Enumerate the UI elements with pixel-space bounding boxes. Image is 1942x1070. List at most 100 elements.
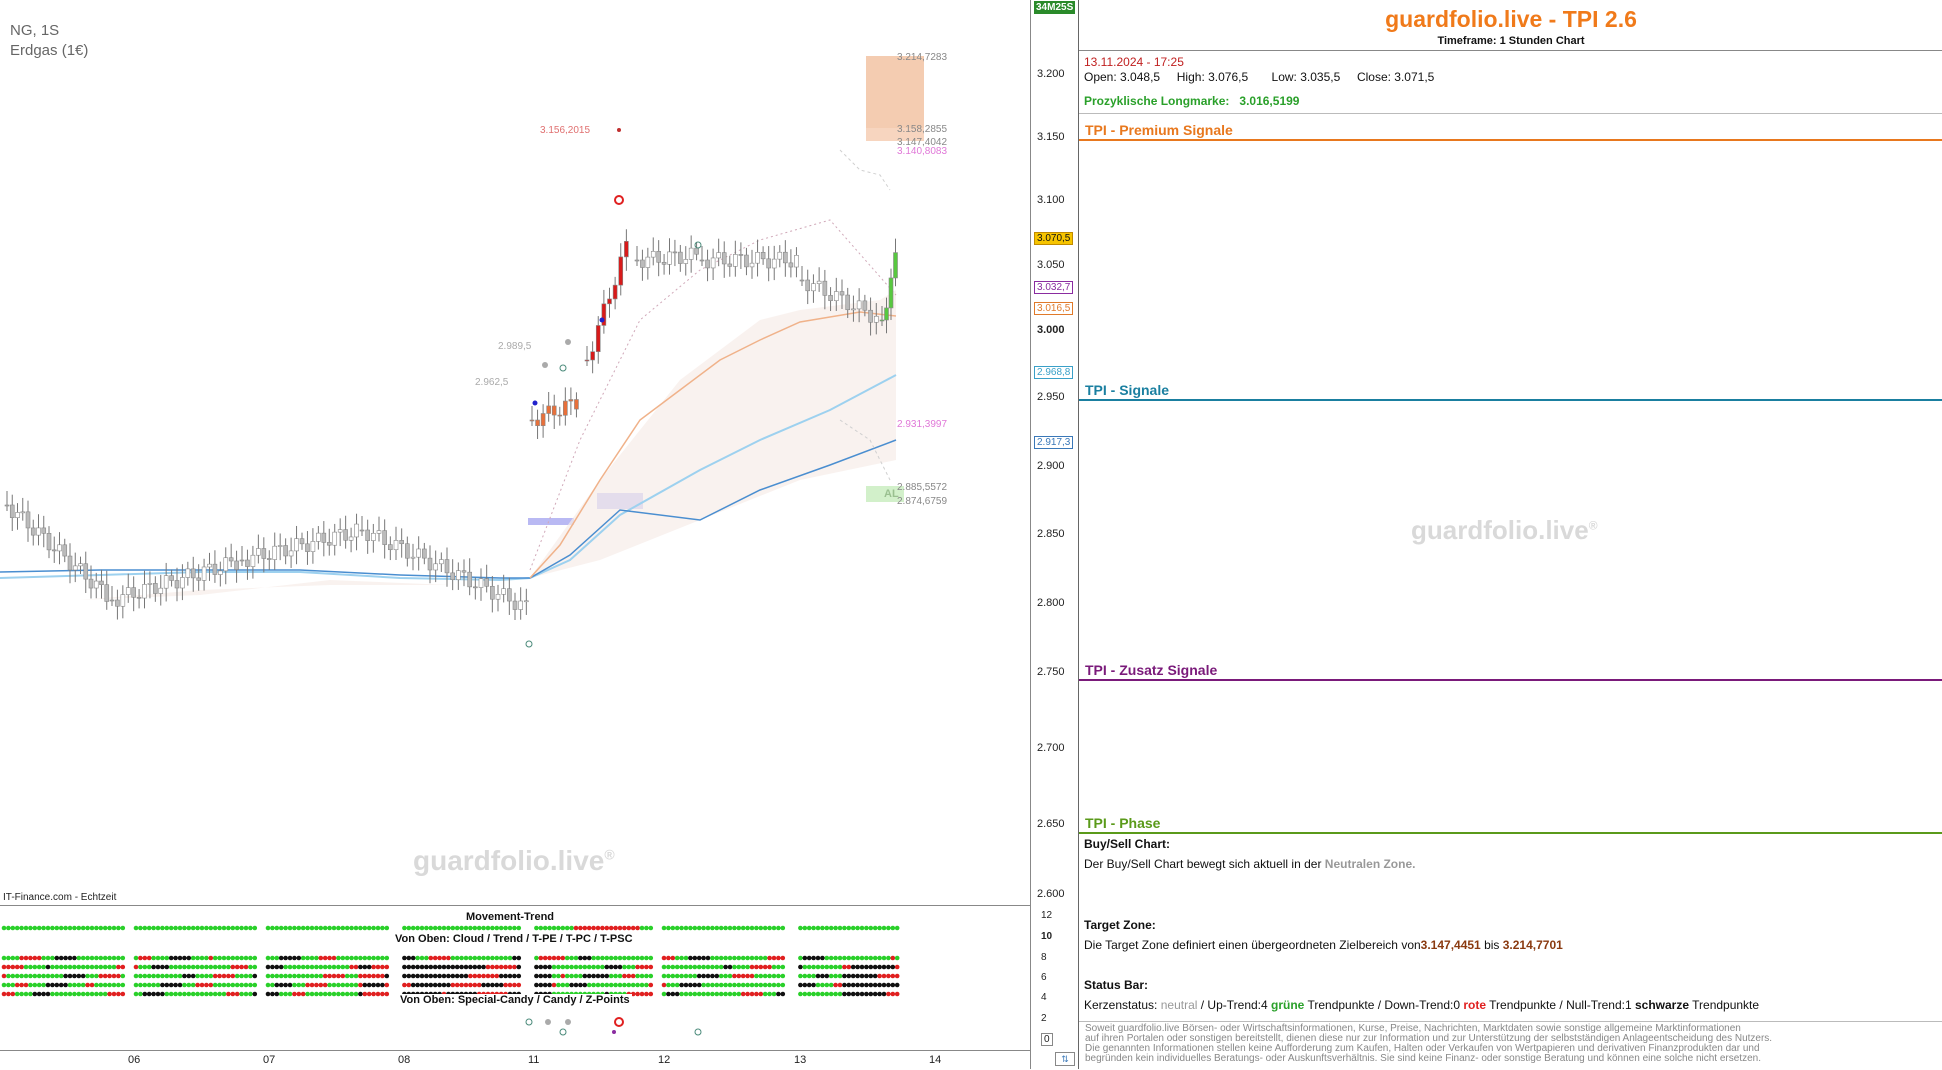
trend-dot bbox=[287, 964, 293, 970]
trend-dot bbox=[80, 964, 86, 970]
trend-dot bbox=[877, 964, 882, 970]
candle bbox=[316, 532, 321, 542]
trend-dot bbox=[868, 964, 874, 970]
candle bbox=[15, 512, 20, 518]
candle bbox=[799, 279, 805, 282]
trend-dot bbox=[608, 973, 614, 979]
trend-dot bbox=[859, 964, 865, 970]
trend-dot bbox=[661, 955, 667, 961]
trend-dot bbox=[824, 973, 830, 979]
trend-dot bbox=[688, 973, 693, 979]
trend-dot bbox=[736, 955, 742, 961]
trend-dot bbox=[481, 982, 486, 988]
trend-dot bbox=[243, 964, 249, 970]
candle bbox=[41, 527, 47, 534]
trend-dot bbox=[815, 925, 821, 931]
trend-dot bbox=[437, 925, 442, 931]
trend-dot bbox=[199, 925, 205, 931]
trend-dot bbox=[305, 955, 310, 961]
trend-dot bbox=[666, 973, 671, 979]
price-axis[interactable]: 34M25S 3.200 3.150 3.100 3.050 3.000 2.9… bbox=[1030, 0, 1079, 1069]
trend-dot bbox=[494, 982, 500, 988]
trend-dot bbox=[670, 925, 676, 931]
candle bbox=[422, 548, 427, 559]
candle bbox=[699, 259, 705, 262]
trend-dot bbox=[186, 991, 192, 997]
trend-dot bbox=[692, 964, 698, 970]
trend-dot bbox=[626, 982, 632, 988]
trend-dot bbox=[441, 964, 447, 970]
trend-dot bbox=[679, 991, 684, 997]
trend-dot bbox=[881, 982, 887, 988]
trend-dot bbox=[886, 964, 891, 970]
trend-dot bbox=[714, 982, 720, 988]
trend-dot bbox=[168, 991, 174, 997]
trend-dot bbox=[538, 982, 544, 988]
tpi-info-panel: guardfolio.live - TPI 2.6 Timeframe: 1 S… bbox=[1078, 0, 1942, 1069]
price-chart[interactable]: NG, 1S Erdgas (1€) 3.156,2015 2.989,5 2.… bbox=[0, 0, 1030, 905]
trend-dot bbox=[89, 964, 95, 970]
trend-dot bbox=[776, 955, 781, 961]
candle bbox=[507, 588, 512, 602]
trend-dot bbox=[300, 991, 306, 997]
trend-dot bbox=[208, 991, 214, 997]
trend-dot bbox=[371, 964, 376, 970]
candle bbox=[376, 530, 382, 534]
trend-dot bbox=[309, 991, 315, 997]
trend-dot bbox=[855, 973, 860, 979]
trend-dot bbox=[186, 925, 192, 931]
trend-dot bbox=[648, 982, 654, 988]
trend-dot bbox=[402, 982, 407, 988]
trend-dot bbox=[28, 991, 33, 997]
trend-dot bbox=[327, 973, 332, 979]
trend-dot bbox=[498, 982, 504, 988]
trend-dot bbox=[740, 955, 746, 961]
candle bbox=[794, 255, 799, 268]
trend-dot bbox=[190, 955, 196, 961]
y-marker: 2.917,3 bbox=[1034, 436, 1074, 449]
trend-dot bbox=[133, 964, 139, 970]
trend-dot bbox=[437, 955, 442, 961]
candle bbox=[811, 283, 816, 292]
trend-dot bbox=[116, 991, 121, 997]
trend-dot bbox=[617, 982, 623, 988]
trend-dot bbox=[300, 955, 306, 961]
trend-dot bbox=[384, 982, 390, 988]
trend-dot bbox=[45, 991, 51, 997]
trend-dot bbox=[349, 964, 354, 970]
trend-dot bbox=[349, 925, 354, 931]
trend-dot bbox=[670, 964, 676, 970]
trend-dot bbox=[89, 925, 95, 931]
candle bbox=[766, 258, 771, 269]
trend-dot bbox=[366, 925, 372, 931]
trend-dot bbox=[221, 925, 227, 931]
trend-dot bbox=[758, 991, 764, 997]
trend-dot bbox=[419, 925, 425, 931]
trend-dot bbox=[116, 982, 121, 988]
trend-dot bbox=[230, 973, 236, 979]
trend-dot bbox=[758, 973, 764, 979]
trend-dot bbox=[732, 982, 737, 988]
divider bbox=[1079, 50, 1942, 51]
trend-dot bbox=[230, 955, 236, 961]
trend-dot bbox=[186, 964, 192, 970]
candle bbox=[321, 532, 327, 543]
trend-dot bbox=[366, 982, 372, 988]
candle bbox=[185, 568, 191, 578]
trend-dot bbox=[6, 955, 11, 961]
trend-dot bbox=[824, 964, 830, 970]
trend-dot bbox=[243, 973, 249, 979]
trend-dot bbox=[811, 925, 816, 931]
trend-dot bbox=[58, 982, 64, 988]
trend-dot bbox=[102, 925, 108, 931]
candle bbox=[239, 559, 245, 562]
trend-dot bbox=[824, 982, 830, 988]
trend-dot bbox=[226, 925, 231, 931]
trend-dot bbox=[278, 955, 284, 961]
trend-dot bbox=[107, 991, 112, 997]
trend-dot bbox=[468, 925, 473, 931]
scale-icon[interactable]: ⇅ bbox=[1055, 1052, 1075, 1066]
trend-dot bbox=[182, 973, 187, 979]
trend-dot bbox=[635, 982, 640, 988]
trend-dot bbox=[265, 973, 271, 979]
